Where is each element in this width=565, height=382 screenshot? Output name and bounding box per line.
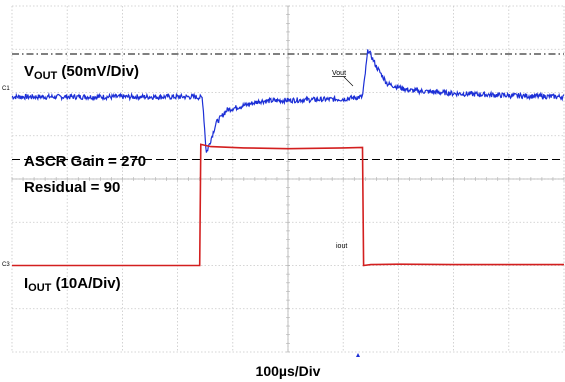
iout-marker-label: iout [336,243,347,250]
traces [11,49,565,267]
reference-lines [12,53,564,161]
ch3-marker: C3 [2,262,10,268]
vout-marker-label: Vout [332,70,346,77]
vout-trace [11,49,565,153]
iout-label: IOUT (10A/Div) [24,275,121,294]
grid [11,5,565,353]
x-axis-label: 100µs/Div [256,363,321,379]
ascr-gain-label: ASCR Gain = 270 [24,153,146,170]
vout-marker-leader [343,76,354,87]
iout-trace [12,143,564,267]
ch1-marker: C1 [2,86,10,92]
vout-label: VOUT (50mV/Div) [24,63,139,82]
trigger-marker-icon [356,353,360,357]
residual-label: Residual = 90 [24,179,120,196]
